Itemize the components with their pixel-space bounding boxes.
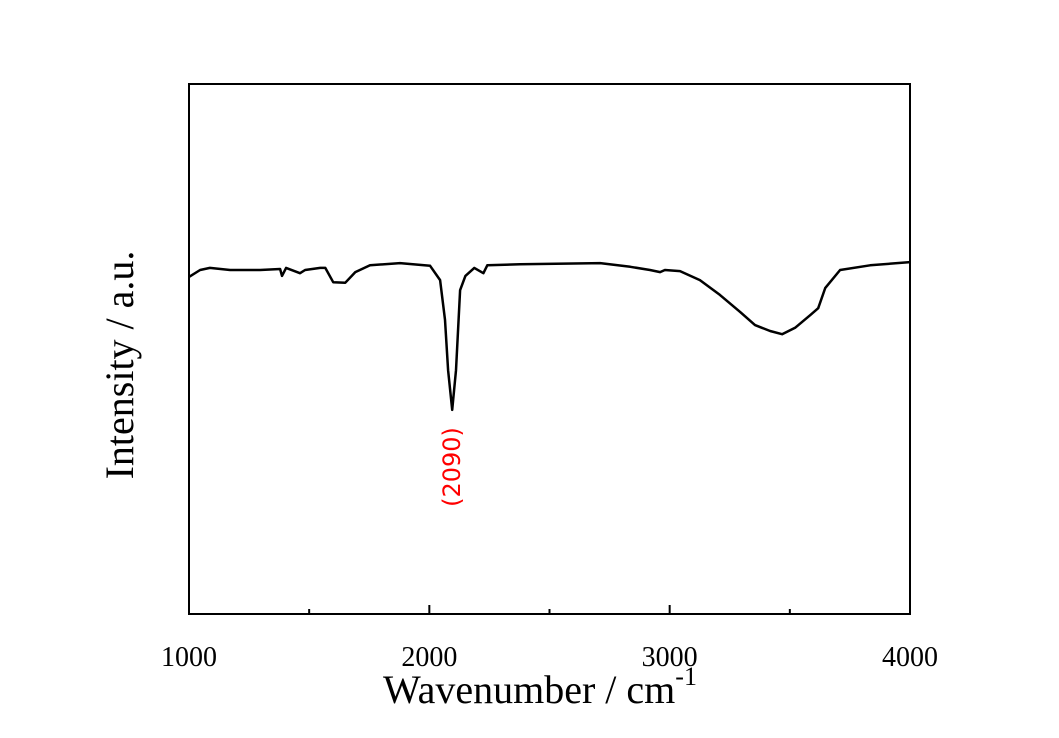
- plot-frame: [188, 83, 911, 615]
- x-axis-title-main: Wavenumber / cm: [383, 667, 675, 712]
- x-tick-label: 3000: [642, 642, 698, 673]
- x-tick-label: 1000: [161, 642, 217, 673]
- y-axis-title: Intensity / a.u.: [97, 251, 142, 480]
- spectrum-line: [188, 260, 911, 412]
- x-tick-label: 4000: [882, 642, 938, 673]
- x-axis-title: Wavenumber / cm-1: [383, 662, 697, 712]
- x-axis-title-superscript: -1: [675, 662, 697, 691]
- x-tick-label: 2000: [401, 642, 457, 673]
- peak-annotation: (2090): [438, 427, 466, 507]
